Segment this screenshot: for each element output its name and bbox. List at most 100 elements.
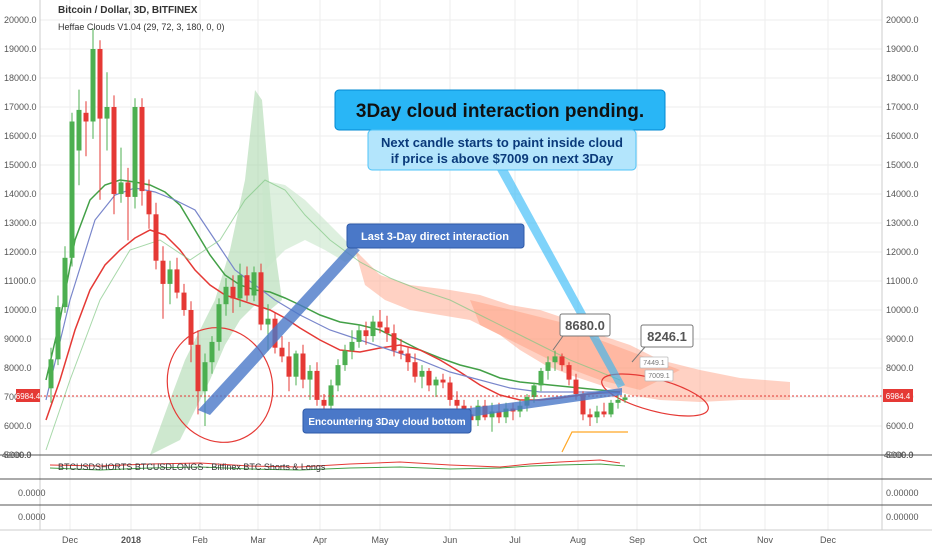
candle [307,365,313,400]
current-price-left: 6984.4 [16,392,41,401]
candle-body [69,121,75,258]
candle [132,98,138,209]
right-price-tick: 19000.0 [886,44,919,54]
candle [139,98,145,206]
candle-body [412,362,418,377]
candle [244,266,250,302]
price-8680-text: 8680.0 [565,318,605,333]
time-axis-label: 2018 [121,535,141,545]
candle-body [440,379,446,383]
indicator-label: Heffae Clouds V1.04 (29, 72, 3, 180, 0, … [58,22,224,32]
candle [104,72,110,151]
time-axis-label: Nov [757,535,774,545]
right-price-tick: 13000.0 [886,218,919,228]
shorts-longs-pane[interactable]: BTCUSDSHORTS BTCUSDLONGS - Bitfinex BTC … [2,451,919,498]
price-label-7449[interactable]: 7449.1 [639,356,669,369]
candle-body [433,379,439,386]
candle-body [447,382,453,400]
last-interaction-callout[interactable]: Last 3-Day direct interaction [346,223,525,249]
candle-body [181,292,187,310]
candle [55,295,61,366]
candle-body [321,399,327,406]
time-axis-label: Oct [693,535,708,545]
candle [125,167,131,241]
time-axis-label: Jun [443,535,458,545]
candle [454,391,460,412]
candle-body [587,414,593,418]
candle-body [48,359,54,389]
candle-body [370,321,376,337]
candle [216,298,222,351]
price-label-8680[interactable]: 8680.0 [552,313,611,351]
candle-body [230,286,236,299]
candle [447,376,453,406]
right-price-tick: 14000.0 [886,189,919,199]
candle [440,373,446,389]
candle [181,283,187,316]
time-axis-label: Aug [570,535,586,545]
left-price-tick: 9000.0 [4,334,32,344]
candle-body [216,304,222,342]
candle-body [622,397,628,400]
candle-body [55,307,61,360]
candle [293,350,299,386]
sub-annotation-line1: Next candle starts to paint inside cloud [381,135,623,150]
pane2-right-value: 0.00000 [886,512,919,522]
right-price-tick: 15000.0 [886,160,919,170]
candle-body [608,402,614,415]
lower-pane-2[interactable]: 0.0000 0.00000 0.0000 [18,488,919,522]
price-8246-text: 8246.1 [647,329,687,344]
candle-body [174,269,180,293]
left-price-tick: 20000.0 [4,15,37,25]
candle [286,341,292,392]
left-price-tick: 14000.0 [4,189,37,199]
candle [258,263,264,331]
candle [405,347,411,371]
candle-body [559,356,565,366]
price-7009-text: 7009.1 [648,373,670,380]
candle [69,112,75,267]
candle-body [363,330,369,337]
candle-body [223,286,229,305]
candle-body [391,333,397,351]
candle-body [279,347,285,357]
candle [363,321,369,345]
chart-title: Bitcoin / Dollar, 3D, BITFINEX [58,5,198,16]
candle-body [566,365,572,380]
time-axis[interactable]: Dec 2018 Feb Mar Apr May Jun Jul Aug Sep Oct Nov Dec [62,535,837,545]
candle [223,278,229,316]
orange-step-line [561,431,628,453]
price-label-8246[interactable]: 8246.1 [631,324,694,363]
left-price-tick: 17000.0 [4,102,37,112]
candle [531,382,537,403]
sub-annotation-bubble[interactable]: Next candle starts to paint inside cloud… [367,129,637,171]
encountering-callout[interactable]: Encountering 3Day cloud bottom [302,408,472,434]
pane1-right-value: 0.00000 [886,488,919,498]
right-price-tick: 16000.0 [886,131,919,141]
candle [335,359,341,392]
candle [48,347,54,403]
main-annotation-bubble[interactable]: 3Day cloud interaction pending. [334,89,666,131]
candle-body [349,341,355,351]
candle [174,257,180,299]
price-label-7009[interactable]: 7009.1 [644,369,674,382]
candle-body [503,408,509,418]
candle-body [132,107,138,197]
time-axis-label: Sep [629,535,645,545]
candle [615,394,621,409]
encountering-label: Encountering 3Day cloud bottom [308,417,465,428]
left-price-tick: 16000.0 [4,131,37,141]
candle [552,350,558,371]
candle-body [545,362,551,371]
candle-body [573,379,579,395]
candle-body [419,370,425,377]
candle [188,301,194,363]
left-price-tick: 6000.0 [4,421,32,431]
candle [545,356,551,380]
candle [601,402,607,418]
time-axis-label: Feb [192,535,208,545]
candle [195,330,201,415]
candle-body [125,182,131,197]
candle [412,353,418,383]
